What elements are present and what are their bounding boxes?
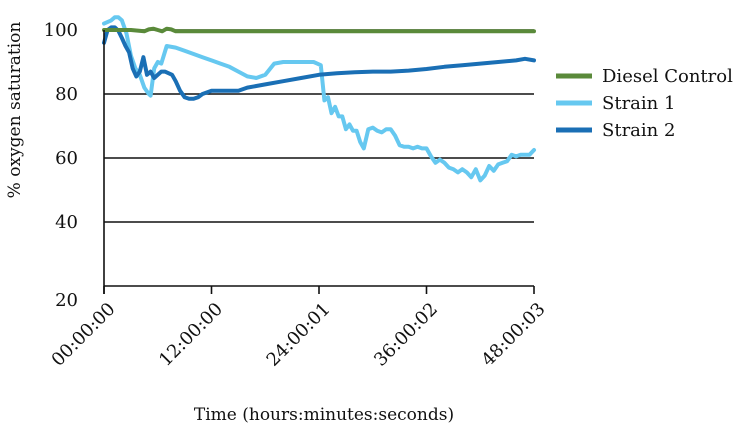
y-tick-label: 40 [55,212,78,233]
y-tick-label: 80 [55,84,78,105]
series-lines [102,15,536,183]
legend-label: Strain 1 [602,93,675,114]
x-tick-label: 24:00:01 [263,299,335,371]
legend-label: Diesel Control [602,66,733,87]
series-line-strain-2 [102,25,536,101]
series-line-diesel-control [102,26,536,34]
legend-label: Strain 2 [602,120,675,141]
y-tick-label: 60 [55,148,78,169]
x-tick-label: 12:00:00 [155,299,227,371]
y-tick-label: 20 [55,290,78,311]
axes [103,30,535,294]
y-tick-label: 100 [44,20,78,41]
x-tick-label: 48:00:03 [478,299,550,371]
y-axis-title: % oxygen saturation [5,22,25,199]
gridlines [104,29,534,223]
x-tick-labels: 00:00:00 12:00:00 24:00:01 36:00:02 48:00:03 [48,299,550,371]
y-tick-labels: 20 40 60 80 100 [44,20,78,311]
x-axis-title: Time (hours:minutes:seconds) [194,405,454,425]
series-line-strain-1 [102,15,536,183]
x-tick-label: 36:00:02 [370,299,442,371]
legend: Diesel Control Strain 1 Strain 2 [556,66,733,141]
